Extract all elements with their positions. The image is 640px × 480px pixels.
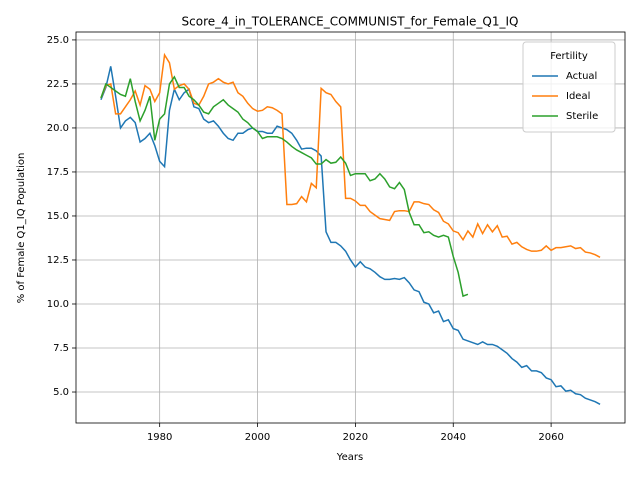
x-axis-label: Years <box>336 452 363 463</box>
legend-label: Sterile <box>566 111 598 122</box>
x-tick-label: 2060 <box>538 432 563 443</box>
legend-label: Ideal <box>566 91 590 102</box>
y-axis-label: % of Female Q1_IQ Population <box>16 153 27 304</box>
x-tick-label: 1980 <box>147 432 172 443</box>
y-tick-label: 7.5 <box>53 343 69 354</box>
x-tick-label: 2000 <box>245 432 270 443</box>
legend-box <box>522 41 616 133</box>
x-tick-label: 2020 <box>343 432 368 443</box>
y-tick-label: 17.5 <box>47 167 69 178</box>
chart-title: Score_4_in_TOLERANCE_COMMUNIST_for_Femal… <box>182 15 519 29</box>
line-series <box>100 75 469 298</box>
x-tick-label: 2040 <box>441 432 466 443</box>
y-tick-label: 12.5 <box>47 255 69 266</box>
y-tick-label: 25.0 <box>47 35 69 46</box>
y-tick-label: 10.0 <box>47 299 69 310</box>
legend: Fertility Actual Ideal Sterile <box>522 41 616 133</box>
y-tick-label: 15.0 <box>47 211 69 222</box>
legend-label: Actual <box>566 71 597 82</box>
line-series <box>100 52 601 259</box>
line-series <box>100 66 601 406</box>
legend-title: Fertility <box>550 51 588 62</box>
y-tick-label: 20.0 <box>47 123 69 134</box>
y-tick-label: 22.5 <box>47 79 69 90</box>
y-tick-label: 5.0 <box>53 387 69 398</box>
plot-frame <box>75 31 626 424</box>
